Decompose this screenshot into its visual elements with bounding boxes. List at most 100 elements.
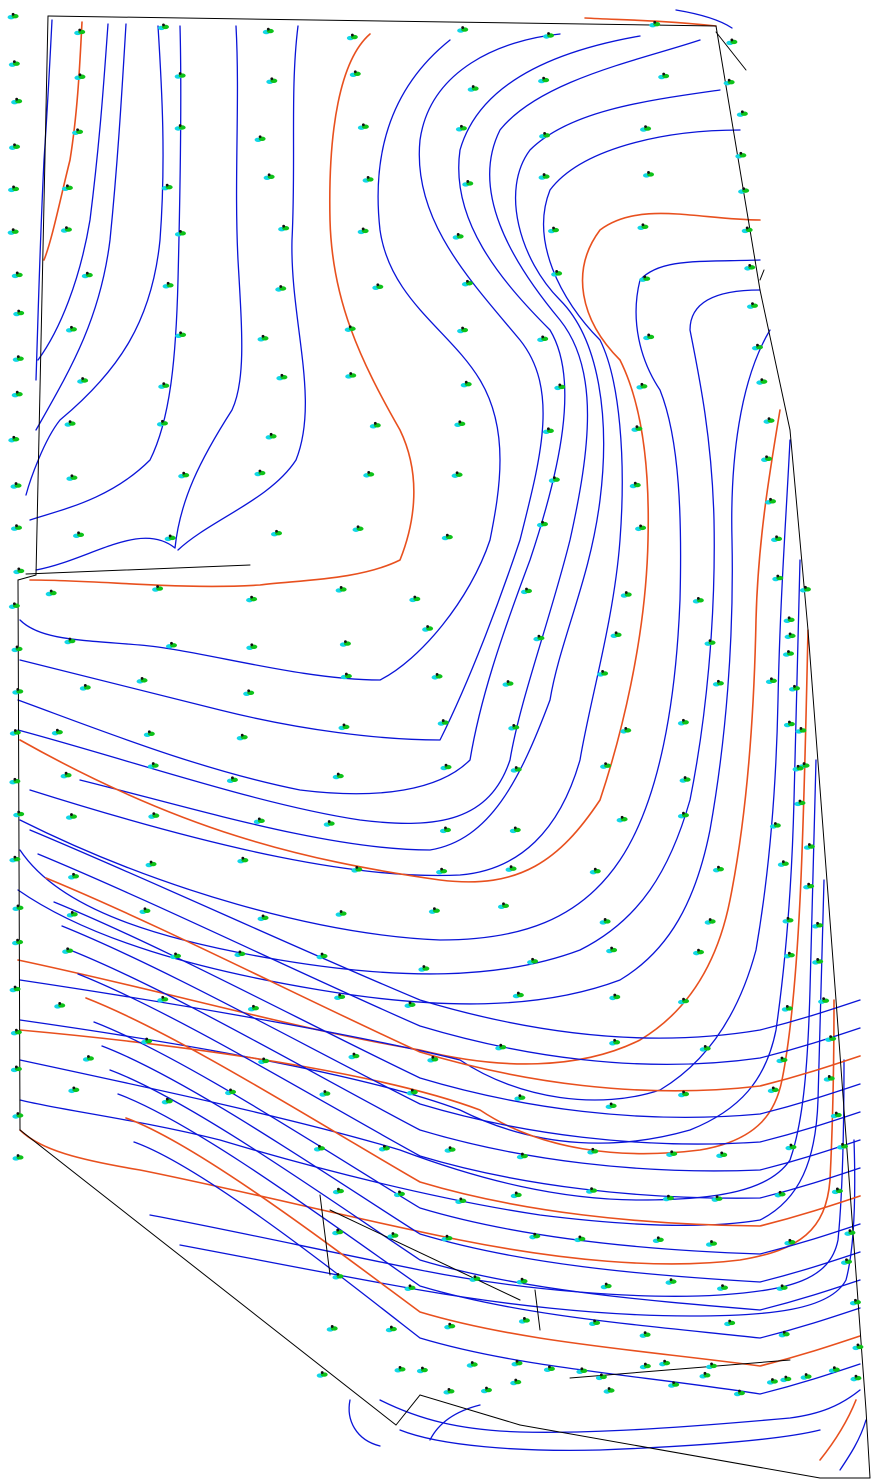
- survey-point-center: [643, 1362, 647, 1366]
- upper-minor-contour: [35, 25, 243, 571]
- survey-point-marker: [536, 520, 548, 528]
- survey-point-center: [717, 865, 720, 869]
- survey-point-marker: [64, 637, 76, 645]
- survey-point-marker: [756, 378, 768, 385]
- survey-point-marker: [844, 1229, 856, 1236]
- lower-minor-contour: [53, 901, 861, 1119]
- survey-point-center: [682, 997, 685, 1001]
- survey-point-marker: [537, 335, 549, 343]
- survey-point-center: [613, 993, 617, 997]
- survey-point-marker: [812, 921, 824, 929]
- survey-point-marker: [363, 470, 375, 478]
- survey-point-center: [339, 586, 343, 589]
- survey-point-center: [13, 777, 17, 781]
- survey-point-center: [373, 421, 377, 425]
- survey-point-center: [461, 26, 465, 29]
- survey-point-center: [841, 1142, 844, 1146]
- survey-point-marker: [629, 481, 641, 489]
- survey-point-marker: [451, 471, 463, 478]
- survey-point-center: [793, 684, 796, 688]
- survey-point-center: [12, 435, 16, 439]
- survey-point-center: [162, 382, 166, 386]
- survey-point-center: [591, 1147, 595, 1151]
- survey-point-marker: [469, 1275, 481, 1282]
- survey-point-center: [499, 1043, 503, 1047]
- survey-point-marker: [803, 843, 815, 850]
- survey-point-marker: [409, 595, 421, 603]
- survey-point-center: [470, 1361, 474, 1364]
- survey-point-center: [644, 125, 647, 129]
- survey-point-marker: [599, 918, 611, 925]
- survey-point-center: [590, 1187, 593, 1190]
- survey-point-marker: [319, 1090, 331, 1097]
- survey-point-marker: [783, 616, 795, 624]
- survey-point-center: [435, 672, 439, 676]
- upper-minor-contour: [29, 25, 182, 521]
- survey-point-center: [742, 187, 746, 191]
- survey-point-marker: [518, 1317, 530, 1324]
- survey-point-center: [633, 481, 637, 485]
- survey-point-marker: [164, 534, 176, 542]
- boundary-line: [395, 1394, 421, 1426]
- survey-point-center: [338, 993, 342, 997]
- survey-point-marker: [51, 728, 63, 736]
- survey-point-center: [65, 184, 69, 188]
- survey-point-center: [17, 567, 21, 571]
- survey-point-center: [533, 1232, 537, 1236]
- survey-point-marker: [803, 882, 815, 890]
- survey-point-center: [848, 1229, 852, 1233]
- inner-major-contour: [19, 999, 835, 1265]
- survey-point-center: [350, 33, 354, 37]
- inner-minor-contour: [79, 89, 721, 851]
- survey-point-center: [703, 1371, 707, 1375]
- survey-point-center: [647, 333, 651, 337]
- lower-major-contour: [45, 877, 861, 1092]
- survey-point-marker: [416, 1366, 428, 1374]
- survey-point-marker: [609, 993, 621, 1001]
- survey-point-center: [459, 1197, 463, 1201]
- survey-point-center: [541, 520, 544, 524]
- survey-point-center: [161, 419, 164, 423]
- survey-point-center: [781, 860, 785, 864]
- survey-point-marker: [692, 596, 704, 604]
- survey-point-center: [252, 1004, 255, 1008]
- survey-point-center: [845, 1258, 848, 1262]
- survey-point-marker: [724, 1319, 736, 1327]
- survey-point-marker: [466, 1361, 478, 1368]
- lower-minor-contour: [77, 973, 861, 1199]
- survey-point-marker: [68, 872, 80, 880]
- survey-point-marker: [174, 229, 186, 237]
- survey-point-marker: [771, 535, 783, 543]
- survey-point-center: [337, 1187, 340, 1191]
- survey-point-marker: [136, 676, 148, 684]
- survey-point-marker: [60, 771, 72, 779]
- survey-point-marker: [699, 1045, 711, 1052]
- survey-point-center: [13, 985, 17, 989]
- survey-point-marker: [344, 325, 356, 332]
- survey-point-marker: [265, 432, 277, 440]
- survey-point-center: [339, 910, 343, 913]
- survey-point-center: [789, 1143, 793, 1147]
- upper-minor-contour: [25, 25, 164, 496]
- survey-point-marker: [769, 822, 781, 829]
- survey-point-center: [703, 1045, 707, 1048]
- survey-point-marker: [351, 865, 363, 873]
- survey-point-center: [552, 226, 555, 230]
- boundary-line: [807, 629, 837, 1001]
- survey-point-marker: [10, 1065, 22, 1073]
- survey-point-center: [667, 1194, 670, 1198]
- survey-point-marker: [427, 1055, 439, 1063]
- survey-point-center: [398, 1365, 402, 1369]
- survey-point-marker: [495, 1043, 507, 1051]
- survey-point-center: [769, 497, 772, 501]
- survey-point-marker: [548, 226, 560, 234]
- survey-point-marker: [649, 20, 661, 28]
- survey-point-center: [140, 676, 144, 680]
- survey-point-marker: [776, 1284, 788, 1291]
- survey-point-center: [788, 632, 792, 636]
- survey-point-center: [64, 771, 68, 775]
- survey-point-marker: [666, 1150, 678, 1157]
- survey-point-center: [441, 719, 445, 722]
- survey-point-marker: [357, 123, 369, 130]
- survey-point-marker: [243, 689, 255, 697]
